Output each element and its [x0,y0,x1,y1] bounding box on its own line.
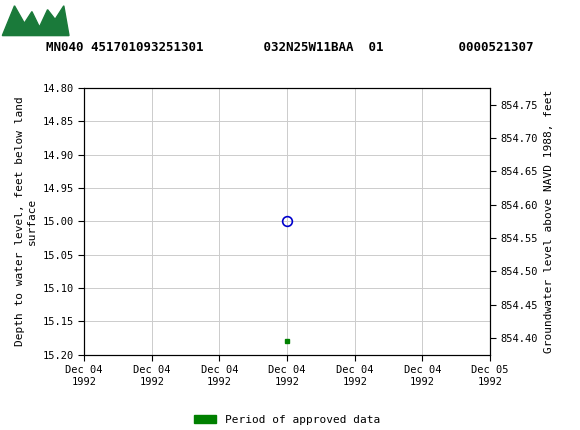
Text: MN040 451701093251301        032N25W11BAA  01          0000521307: MN040 451701093251301 032N25W11BAA 01 00… [46,41,534,54]
Text: USGS: USGS [72,9,136,29]
Polygon shape [2,6,69,36]
Y-axis label: Depth to water level, feet below land
surface: Depth to water level, feet below land su… [15,97,37,346]
Legend: Period of approved data: Period of approved data [190,410,385,429]
Bar [2,2,69,37]
Y-axis label: Groundwater level above NAVD 1988, feet: Groundwater level above NAVD 1988, feet [543,90,553,353]
